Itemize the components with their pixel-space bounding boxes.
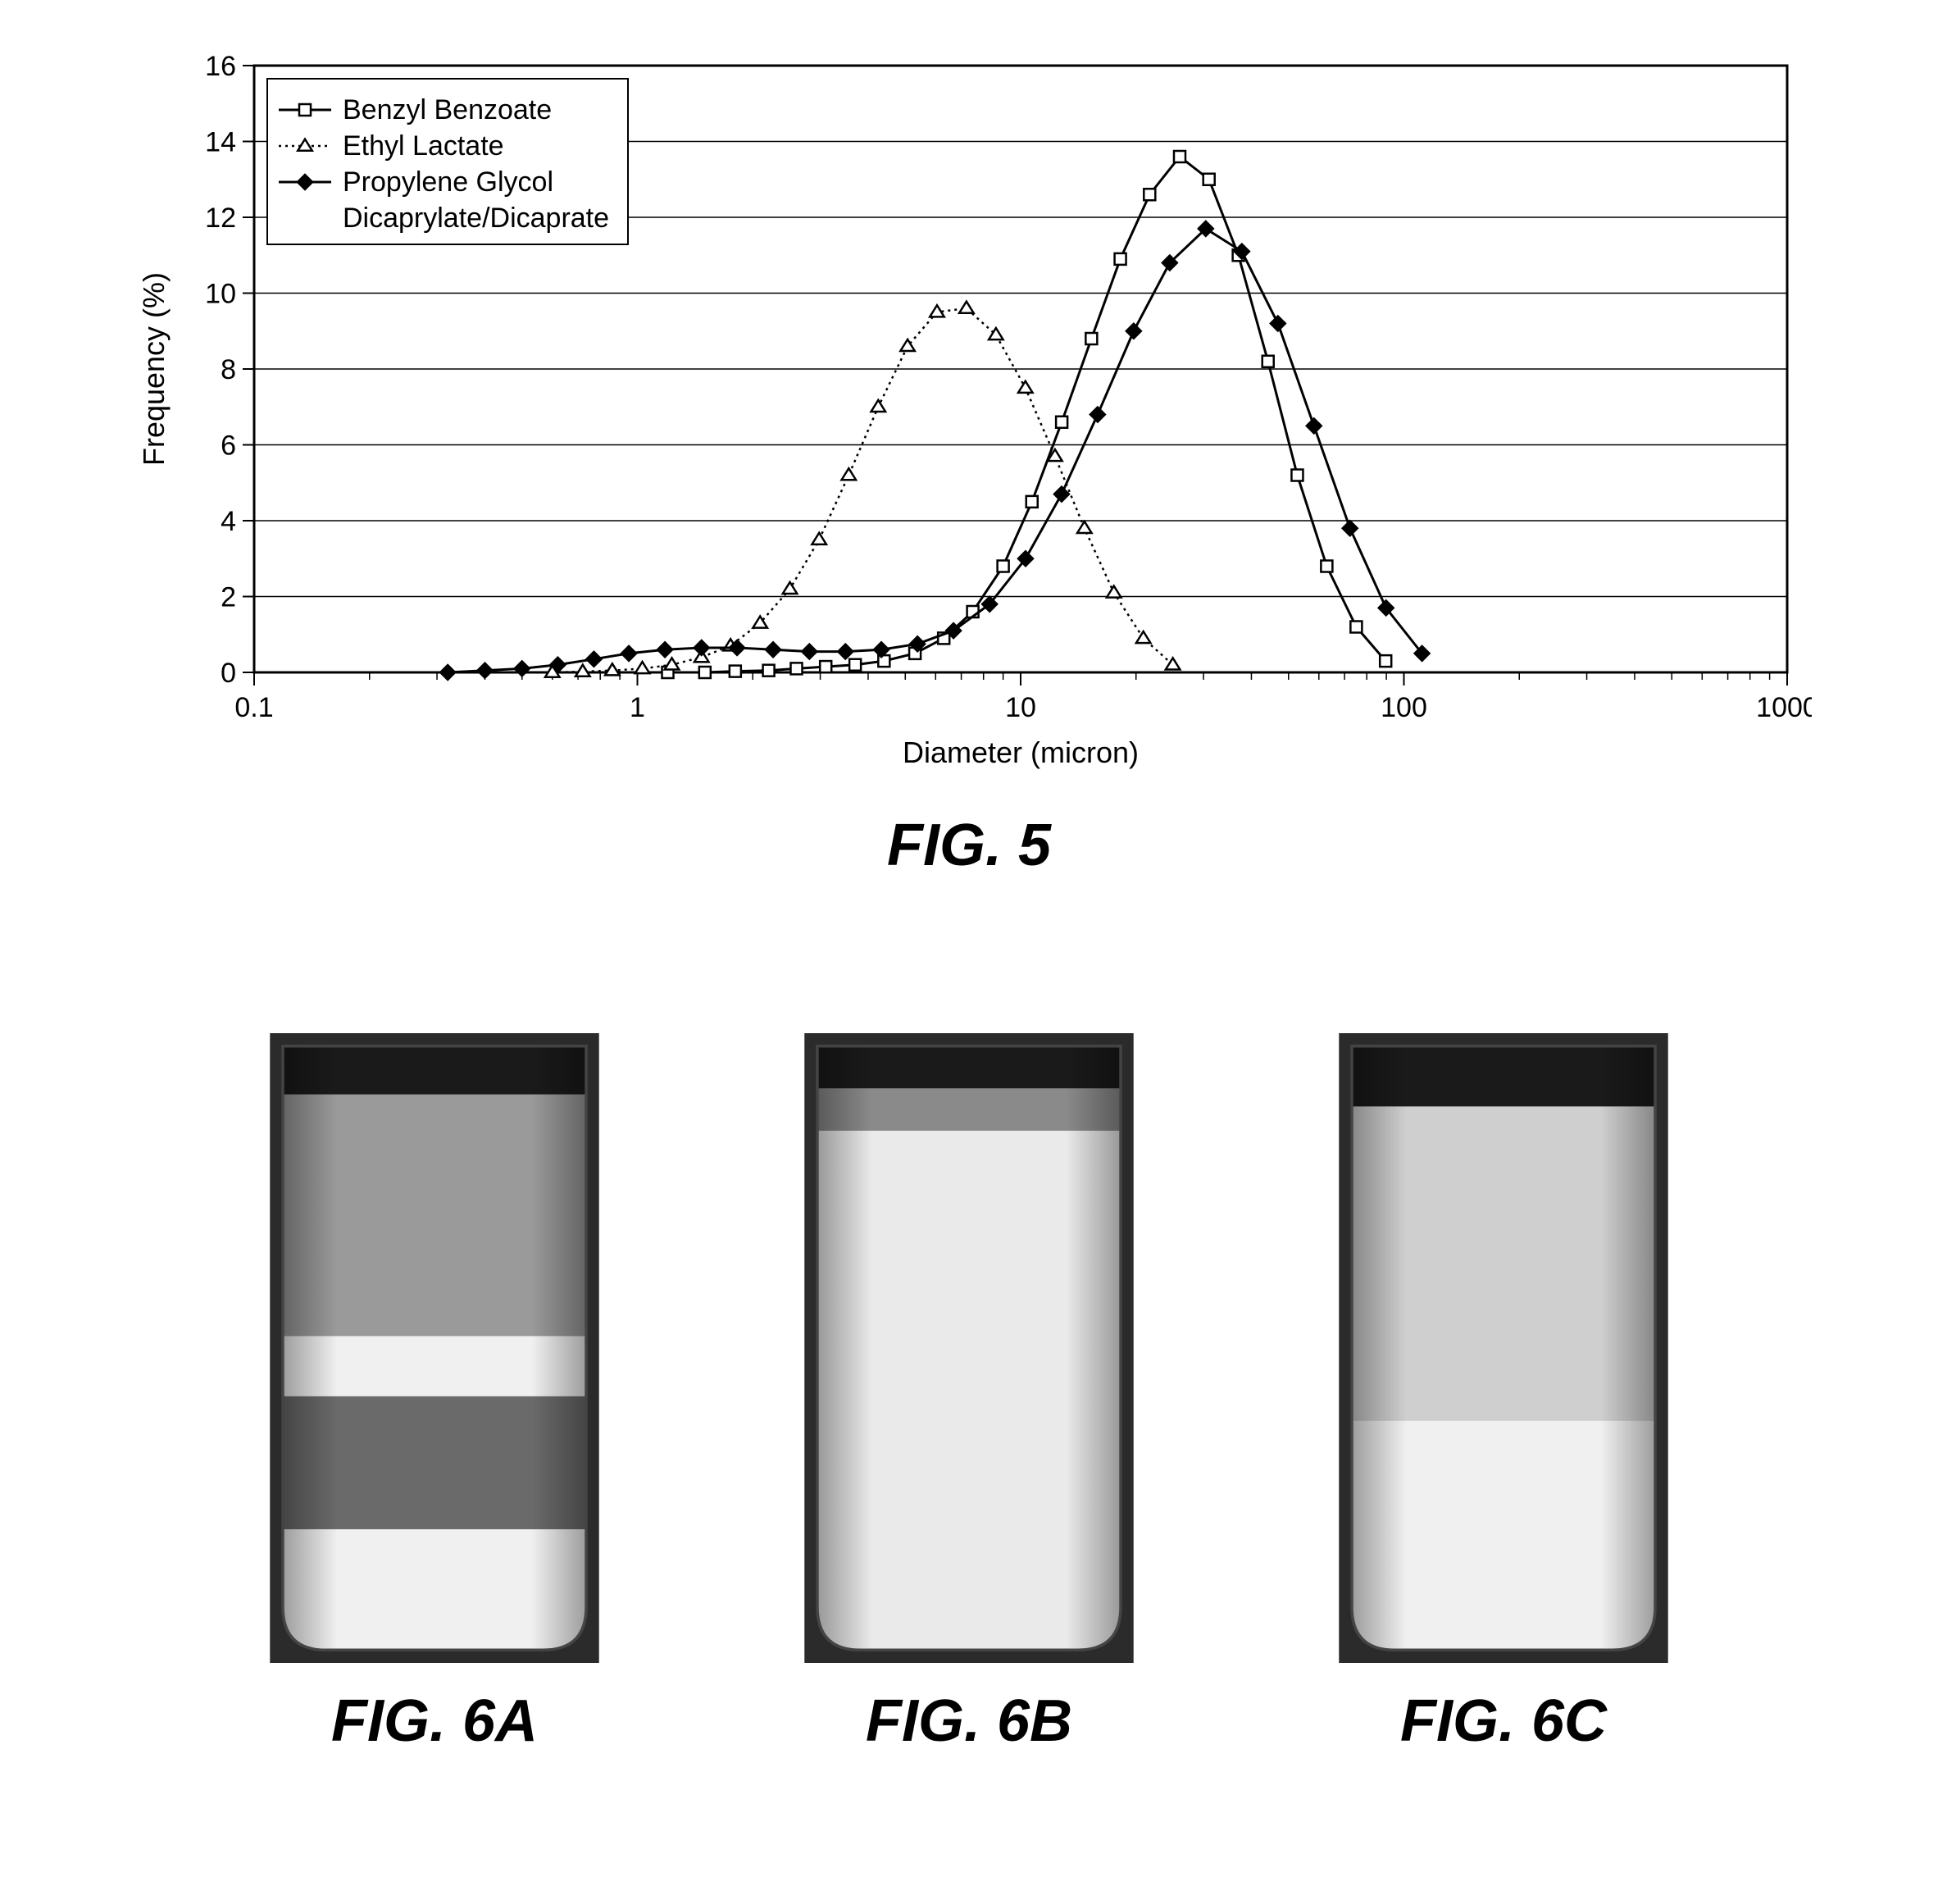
chart-svg: 0 2 4 6 8 10 12 14 16 0.1 1 10 100 1000 Diameter (micr… xyxy=(123,49,1812,787)
figure-6-row: FIG. 6A FIG. 6B FIG. 6C xyxy=(246,1033,1692,1755)
figure-6b-caption: FIG. 6B xyxy=(866,1688,1072,1755)
figure-6a-panel: FIG. 6A xyxy=(246,1033,623,1755)
svg-text:2: 2 xyxy=(221,582,236,613)
svg-text:10: 10 xyxy=(205,279,236,310)
svg-text:Diameter (micron): Diameter (micron) xyxy=(903,736,1139,769)
figure-5-caption: FIG. 5 xyxy=(0,812,1938,879)
figure-6c-panel: FIG. 6C xyxy=(1315,1033,1692,1755)
figure-6b-panel: FIG. 6B xyxy=(780,1033,1158,1755)
page: 0 2 4 6 8 10 12 14 16 0.1 1 10 100 1000 Diameter (micr… xyxy=(0,0,1938,1904)
vial-photo xyxy=(246,1033,623,1663)
svg-text:Ethyl Lactate: Ethyl Lactate xyxy=(343,130,504,162)
figure-5-chart: 0 2 4 6 8 10 12 14 16 0.1 1 10 100 1000 Diameter (micr… xyxy=(123,49,1812,787)
svg-text:Propylene Glycol: Propylene Glycol xyxy=(343,166,553,198)
svg-text:12: 12 xyxy=(205,203,236,234)
svg-text:4: 4 xyxy=(221,506,236,537)
svg-text:0.1: 0.1 xyxy=(234,692,273,723)
svg-text:14: 14 xyxy=(205,127,236,158)
svg-text:Dicaprylate/Dicaprate: Dicaprylate/Dicaprate xyxy=(343,203,609,234)
svg-text:8: 8 xyxy=(221,354,236,385)
svg-text:100: 100 xyxy=(1381,692,1427,723)
svg-text:Benzyl Benzoate: Benzyl Benzoate xyxy=(343,94,552,125)
vial-photo xyxy=(780,1033,1158,1663)
svg-text:6: 6 xyxy=(221,430,236,462)
svg-text:10: 10 xyxy=(1005,692,1036,723)
svg-text:16: 16 xyxy=(205,51,236,82)
svg-text:Frequency (%): Frequency (%) xyxy=(137,272,171,466)
svg-text:1: 1 xyxy=(630,692,645,723)
vial-photo xyxy=(1315,1033,1692,1663)
svg-text:0: 0 xyxy=(221,658,236,689)
svg-text:1000: 1000 xyxy=(1756,692,1812,723)
figure-6a-caption: FIG. 6A xyxy=(331,1688,538,1755)
figure-6c-caption: FIG. 6C xyxy=(1400,1688,1607,1755)
